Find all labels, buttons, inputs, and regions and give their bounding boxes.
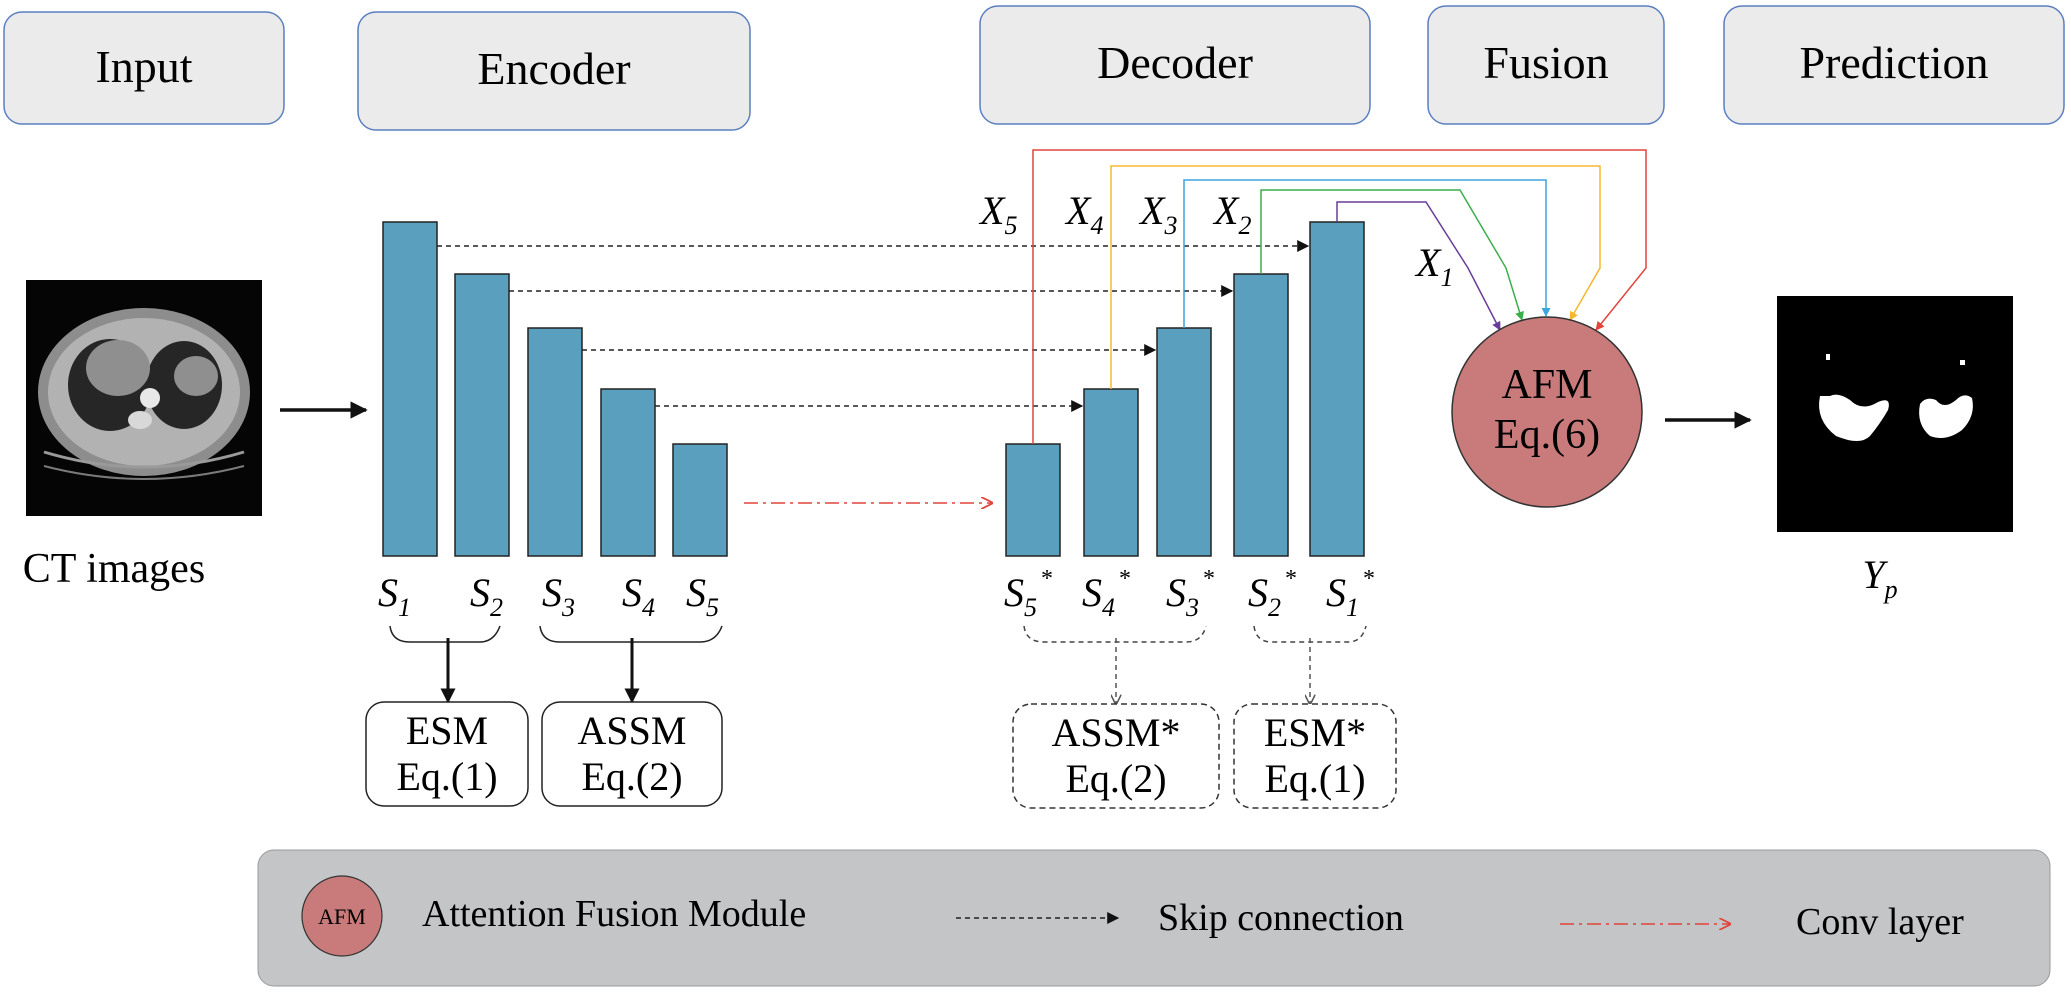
skip-connections — [437, 240, 1310, 412]
legend-afm-icon — [301, 875, 383, 957]
esm-eq: Eq.(1) — [396, 754, 497, 799]
header-decoder: Decoder — [979, 5, 1371, 125]
assm-eq: Eq.(2) — [581, 754, 682, 799]
header-fusion: Fusion — [1427, 5, 1665, 125]
decoder-bars — [1005, 221, 1365, 557]
legend-afm-icon-label: AFM — [318, 904, 366, 929]
afm-name: AFM — [1501, 362, 1592, 408]
esm-star-name: ESM* — [1264, 710, 1366, 755]
header-prediction: Prediction — [1723, 5, 2065, 125]
s3-star-label: S3* — [1166, 566, 1215, 622]
legend-conv-text: Conv layer — [1796, 901, 1964, 943]
encoder-labels: S1 S2 S3 S4 S5 — [378, 570, 719, 622]
s5-label: S5 — [686, 570, 719, 622]
afm-node: AFM Eq.(6) — [1451, 316, 1643, 508]
esm-star-box: ESM* Eq.(1) — [1233, 703, 1397, 809]
fusion-lines — [1032, 149, 1647, 444]
header-decoder-label: Decoder — [1097, 37, 1253, 88]
prediction-mask — [1777, 296, 2013, 532]
x3-label: X3 — [1138, 188, 1177, 240]
s5-star-label: S5* — [1004, 566, 1053, 622]
header-encoder: Encoder — [357, 11, 751, 131]
esm-box: ESM Eq.(1) — [365, 701, 529, 807]
header-encoder-label: Encoder — [477, 43, 630, 94]
assm-box: ASSM Eq.(2) — [541, 701, 723, 807]
header-input: Input — [3, 11, 285, 125]
encoder-braces — [389, 625, 723, 643]
bar-s1 — [382, 221, 438, 557]
x-labels: X5 X4 X3 X2 X1 — [978, 188, 1453, 292]
bar-s2-star — [1233, 273, 1289, 557]
x2-label: X2 — [1212, 188, 1251, 240]
header-fusion-label: Fusion — [1483, 37, 1608, 88]
s1-label: S1 — [378, 570, 411, 622]
bar-s2 — [454, 273, 510, 557]
x4-label: X4 — [1064, 188, 1103, 240]
header-input-label: Input — [95, 41, 192, 92]
s4-label: S4 — [622, 570, 655, 622]
ct-image — [26, 280, 262, 516]
encoder-bars — [382, 221, 728, 557]
legend-afm-text: Attention Fusion Module — [422, 893, 806, 935]
output-label: Yp — [1862, 552, 1897, 604]
x1-label: X1 — [1414, 240, 1453, 292]
bar-s1-star — [1309, 221, 1365, 557]
header-prediction-label: Prediction — [1799, 37, 1988, 88]
assm-star-name: ASSM* — [1052, 710, 1181, 755]
assm-name: ASSM — [578, 708, 687, 753]
bar-s4 — [600, 388, 656, 557]
bar-s3 — [527, 327, 583, 557]
bar-s3-star — [1156, 327, 1212, 557]
s4-star-label: S4* — [1082, 566, 1131, 622]
esm-star-eq: Eq.(1) — [1264, 756, 1365, 801]
s3-label: S3 — [542, 570, 575, 622]
bar-s5 — [672, 443, 728, 557]
assm-star-eq: Eq.(2) — [1065, 756, 1166, 801]
input-caption: CT images — [23, 546, 205, 592]
s1-star-label: S1* — [1326, 566, 1375, 622]
afm-eq: Eq.(6) — [1494, 412, 1600, 458]
s2-label: S2 — [470, 570, 503, 622]
legend-skip-text: Skip connection — [1158, 897, 1404, 939]
bar-s4-star — [1083, 388, 1139, 557]
decoder-braces — [1023, 625, 1367, 643]
decoder-labels: S5* S4* S3* S2* S1* — [1004, 566, 1375, 622]
x5-label: X5 — [978, 188, 1017, 240]
bar-s5-star — [1005, 443, 1061, 557]
s2-star-label: S2* — [1248, 566, 1297, 622]
legend: AFM Attention Fusion Module Skip connect… — [257, 849, 2051, 987]
esm-name: ESM — [406, 708, 488, 753]
assm-star-box: ASSM* Eq.(2) — [1012, 703, 1220, 809]
